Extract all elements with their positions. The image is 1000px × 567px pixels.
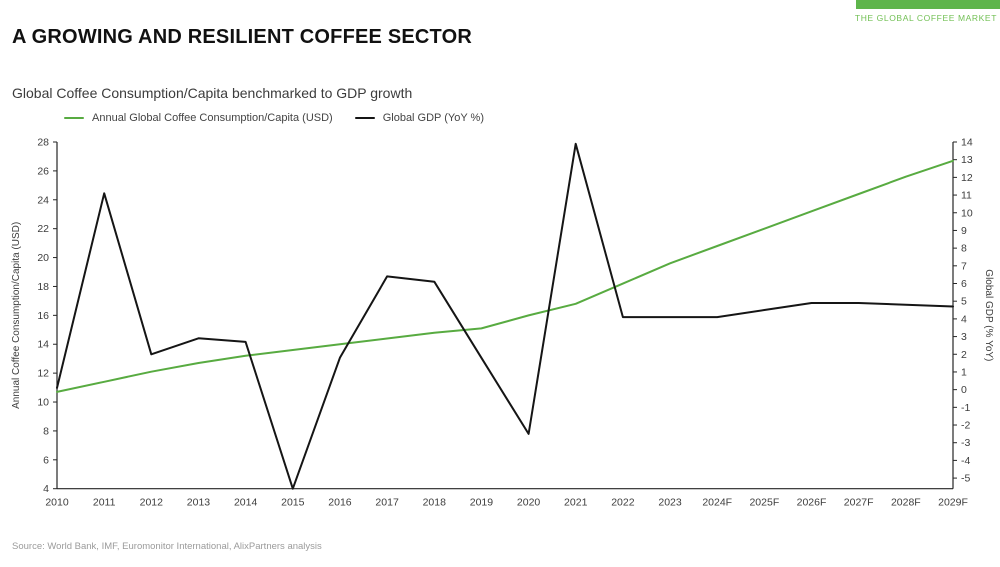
x-tick-label: 2021 xyxy=(564,497,588,509)
right-tick-label: 11 xyxy=(961,190,972,202)
x-tick-label: 2014 xyxy=(234,497,258,509)
right-tick-label: 7 xyxy=(961,260,967,272)
x-tick-label: 2022 xyxy=(611,497,635,509)
right-tick-label: -1 xyxy=(961,402,970,414)
right-axis-title: Global GDP (% YoY) xyxy=(983,269,994,361)
legend-label-gdp: Global GDP (YoY %) xyxy=(382,112,484,124)
right-tick-label: 1 xyxy=(961,366,967,378)
right-tick-label: 13 xyxy=(961,154,973,166)
right-tick-label: -3 xyxy=(961,437,970,449)
gdp-line-swatch xyxy=(354,116,375,120)
x-tick-label: 2018 xyxy=(423,497,447,509)
chart-subtitle: Global Coffee Consumption/Capita benchma… xyxy=(12,85,413,101)
left-tick-label: 14 xyxy=(37,339,49,351)
left-tick-label: 18 xyxy=(37,281,49,293)
right-tick-label: 2 xyxy=(961,349,967,361)
x-tick-label: 2029F xyxy=(938,497,968,509)
page-title: A GROWING AND RESILIENT COFFEE SECTOR xyxy=(12,26,473,48)
right-tick-label: 4 xyxy=(961,313,967,325)
left-tick-label: 12 xyxy=(37,368,49,380)
coffee-consumption-line xyxy=(56,159,954,393)
x-tick-label: 2019 xyxy=(470,497,494,509)
left-tick-label: 26 xyxy=(37,165,49,177)
right-tick-label: 5 xyxy=(961,296,967,308)
x-tick-label: 2023 xyxy=(658,497,682,509)
x-tick-label: 2025F xyxy=(749,497,779,509)
x-tick-label: 2020 xyxy=(517,497,541,509)
right-tick-label: 0 xyxy=(961,384,967,396)
right-tick-label: 12 xyxy=(961,172,973,184)
left-tick-label: 6 xyxy=(43,454,49,466)
legend-label-coffee: Annual Global Coffee Consumption/Capita … xyxy=(92,112,333,124)
left-tick-label: 8 xyxy=(43,425,49,437)
right-tick-label: -4 xyxy=(961,455,970,467)
legend-item-coffee: Annual Global Coffee Consumption/Capita … xyxy=(64,112,333,124)
x-tick-label: 2027F xyxy=(844,497,874,509)
legend-item-gdp: Global GDP (YoY %) xyxy=(354,112,484,124)
x-tick-label: 2017 xyxy=(375,497,399,509)
gdp-line xyxy=(56,142,954,490)
left-tick-label: 4 xyxy=(43,483,49,495)
right-tick-label: 9 xyxy=(961,225,967,237)
x-tick-label: 2013 xyxy=(187,497,211,509)
left-tick-label: 28 xyxy=(37,137,49,149)
brand-label: THE GLOBAL COFFEE MARKET xyxy=(854,13,997,23)
left-tick-label: 16 xyxy=(37,310,49,322)
x-tick-label: 2026F xyxy=(797,497,827,509)
left-tick-label: 22 xyxy=(37,223,49,235)
coffee-line-swatch xyxy=(64,116,84,120)
left-tick-label: 10 xyxy=(37,397,49,409)
right-tick-label: -5 xyxy=(961,473,970,485)
x-tick-label: 2011 xyxy=(93,497,116,509)
x-tick-label: 2028F xyxy=(891,497,921,509)
x-tick-label: 2010 xyxy=(45,497,69,509)
left-axis-title: Annual Coffee Consumption/Capita (USD) xyxy=(11,222,22,409)
left-tick-label: 20 xyxy=(37,252,49,264)
right-tick-label: 8 xyxy=(961,243,967,255)
right-tick-label: 14 xyxy=(961,137,973,149)
x-tick-label: 2024F xyxy=(702,497,732,509)
right-tick-label: 3 xyxy=(961,331,967,343)
brand-bar xyxy=(856,0,1000,9)
right-tick-label: -2 xyxy=(961,420,970,432)
source-note: Source: World Bank, IMF, Euromonitor Int… xyxy=(12,541,322,552)
x-tick-label: 2016 xyxy=(328,497,352,509)
x-tick-label: 2012 xyxy=(140,497,164,509)
chart-legend: Annual Global Coffee Consumption/Capita … xyxy=(64,112,484,124)
right-tick-label: 10 xyxy=(961,207,973,219)
left-tick-label: 24 xyxy=(37,194,49,206)
x-tick-label: 2015 xyxy=(281,497,305,509)
right-tick-label: 6 xyxy=(961,278,967,290)
